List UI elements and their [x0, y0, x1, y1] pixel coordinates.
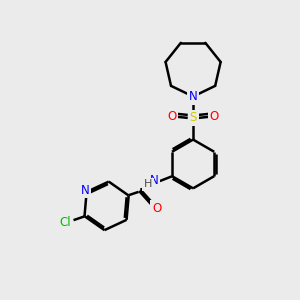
Text: S: S [189, 111, 197, 124]
Text: O: O [152, 202, 161, 215]
Text: O: O [210, 110, 219, 123]
Text: N: N [80, 184, 89, 196]
Text: N: N [189, 90, 197, 103]
Text: O: O [167, 110, 176, 123]
Text: H: H [144, 179, 152, 190]
Text: N: N [150, 174, 158, 188]
Text: Cl: Cl [59, 216, 71, 229]
